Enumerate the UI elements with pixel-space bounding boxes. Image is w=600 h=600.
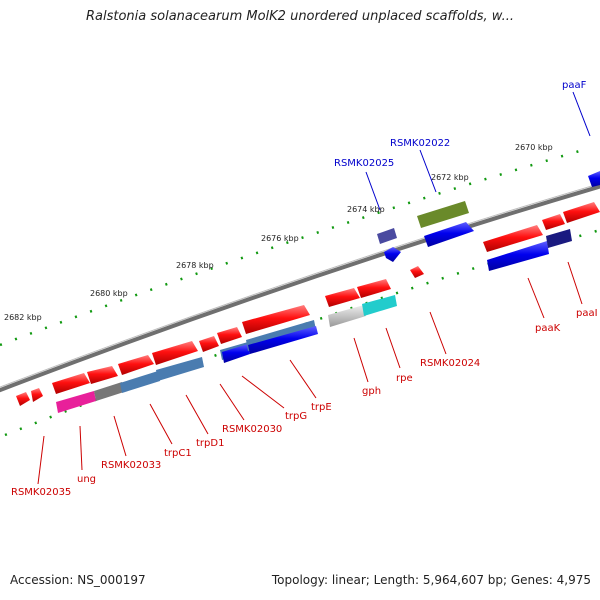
gene-block[interactable] [328,305,366,327]
scale-label: 2674 kbp [347,205,385,214]
leader-lines-below [37,261,583,485]
gene-arrow[interactable] [325,288,360,307]
gene-label[interactable]: RSMK02035 [11,487,71,498]
gene-arrow[interactable] [242,305,310,334]
gene-arrow[interactable] [357,279,391,298]
gene-block[interactable] [248,326,318,354]
gene-label[interactable]: gph [362,386,381,397]
gene-label[interactable]: paaI [576,308,598,319]
gene-label[interactable]: ung [77,474,96,485]
gene-arrow[interactable] [118,355,154,375]
gene-arrow[interactable] [588,171,600,187]
gene-block[interactable] [120,371,160,393]
gene-arrow[interactable] [87,366,118,384]
gene-arrow[interactable] [31,388,43,402]
gene-label[interactable]: RSMK02022 [390,138,450,149]
scale-label: 2670 kbp [515,143,553,152]
gene-label[interactable]: trpG [285,411,307,422]
gene-label[interactable]: RSMK02024 [420,358,480,369]
gene-label[interactable]: paaK [535,323,561,334]
gene-label[interactable]: RSMK02033 [101,460,161,471]
reverse-genes [56,229,572,413]
gene-arrow[interactable] [16,392,30,406]
forward-genes [16,202,600,406]
gene-arrow[interactable] [217,327,242,344]
leader-lines-above [365,91,591,211]
gene-block[interactable] [417,201,469,228]
gene-arrow[interactable] [152,341,198,365]
gene-arrow[interactable] [384,247,401,262]
gene-arrow[interactable] [563,202,600,223]
gene-block[interactable] [377,228,397,244]
genome-summary-text: Topology: linear; Length: 5,964,607 bp; … [271,573,591,587]
scale-label: 2672 kbp [431,173,469,182]
gene-block[interactable] [487,241,549,271]
scale-label: 2680 kbp [90,289,128,298]
gene-arrow[interactable] [542,214,565,230]
gene-label[interactable]: trpC1 [164,448,192,459]
gene-label[interactable]: paaF [562,80,587,91]
gene-label[interactable]: RSMK02025 [334,158,394,169]
gene-arrow[interactable] [52,373,90,394]
gene-block[interactable] [94,382,124,401]
accession-text: Accession: NS_000197 [10,573,146,587]
scale-label: 2682 kbp [4,313,42,322]
gene-block[interactable] [546,229,572,248]
gene-block[interactable] [56,391,96,413]
gene-block[interactable] [222,344,250,363]
gene-arrow[interactable] [199,336,219,352]
gene-label[interactable]: trpE [311,402,332,413]
gene-label[interactable]: trpD1 [196,438,224,449]
gene-block[interactable] [362,295,397,316]
chromosome-backbone [0,184,600,393]
gene-label[interactable]: RSMK02030 [222,424,282,435]
gene-arrow[interactable] [483,225,543,252]
gene-label[interactable]: rpe [396,373,413,384]
scale-label: 2678 kbp [176,261,214,270]
scale-label: 2676 kbp [261,234,299,243]
gene-arrow[interactable] [424,222,474,247]
page-title: Ralstonia solanacearum MolK2 unordered u… [85,9,514,24]
gene-arrow[interactable] [410,266,424,278]
gene-block[interactable] [156,357,204,381]
